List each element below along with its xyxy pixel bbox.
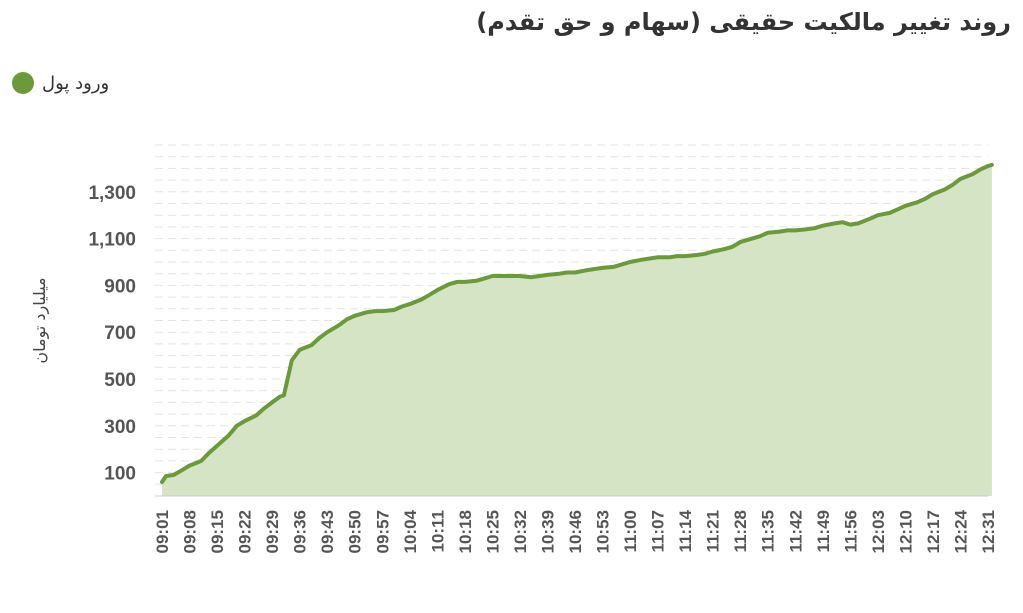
x-tick-label: 11:00 xyxy=(621,510,640,553)
x-tick-label: 12:17 xyxy=(924,510,943,553)
x-tick-label: 11:35 xyxy=(759,510,778,553)
x-tick-label: 09:29 xyxy=(263,510,282,553)
x-tick-label: 09:43 xyxy=(318,510,337,553)
y-axis-label: میلیارد تومان xyxy=(30,277,50,363)
y-tick-label: 1,300 xyxy=(88,183,136,204)
x-tick-label: 10:11 xyxy=(428,510,447,553)
x-tick-label: 12:03 xyxy=(869,510,888,553)
chart-title: روند تغییر مالکیت حقیقی (سهام و حق تقدم) xyxy=(476,8,1011,36)
x-tick-label: 09:50 xyxy=(346,510,365,553)
x-tick-label: 10:46 xyxy=(566,510,585,553)
x-tick-label: 09:22 xyxy=(236,510,255,553)
y-tick-label: 300 xyxy=(104,417,136,438)
x-tick-label: 11:42 xyxy=(786,510,805,553)
x-tick-label: 11:49 xyxy=(814,510,833,553)
x-tick-label: 12:31 xyxy=(979,510,998,553)
x-tick-label: 12:24 xyxy=(952,509,971,553)
x-tick-label: 11:07 xyxy=(649,510,668,553)
x-tick-label: 11:14 xyxy=(676,509,695,552)
y-tick-label: 500 xyxy=(104,370,136,391)
legend-marker xyxy=(12,72,34,94)
series-line xyxy=(160,162,994,484)
x-tick-label: 09:15 xyxy=(208,510,227,553)
x-tick-label: 11:56 xyxy=(841,510,860,553)
x-tick-label: 10:18 xyxy=(456,510,475,553)
y-tick-label: 1,100 xyxy=(88,230,136,251)
series-area xyxy=(162,164,992,496)
x-tick-label: 09:08 xyxy=(181,510,200,553)
x-tick-label: 09:57 xyxy=(373,510,392,553)
x-tick-label: 10:39 xyxy=(539,510,558,553)
x-tick-label: 10:25 xyxy=(483,510,502,553)
x-tick-label: 09:01 xyxy=(153,510,172,553)
x-tick-label: 10:04 xyxy=(401,509,420,553)
x-tick-label: 09:36 xyxy=(291,510,310,553)
x-tick-label: 12:10 xyxy=(896,510,915,553)
legend-label: ورود پول xyxy=(42,72,110,94)
x-tick-label: 11:28 xyxy=(731,510,750,553)
x-tick-label: 11:21 xyxy=(704,510,723,553)
y-tick-label: 700 xyxy=(104,323,136,344)
x-tick-label: 10:53 xyxy=(594,510,613,553)
x-tick-label: 10:32 xyxy=(511,510,530,553)
y-tick-label: 100 xyxy=(104,464,136,485)
y-tick-label: 900 xyxy=(104,276,136,297)
legend[interactable]: ورود پول xyxy=(12,72,109,94)
